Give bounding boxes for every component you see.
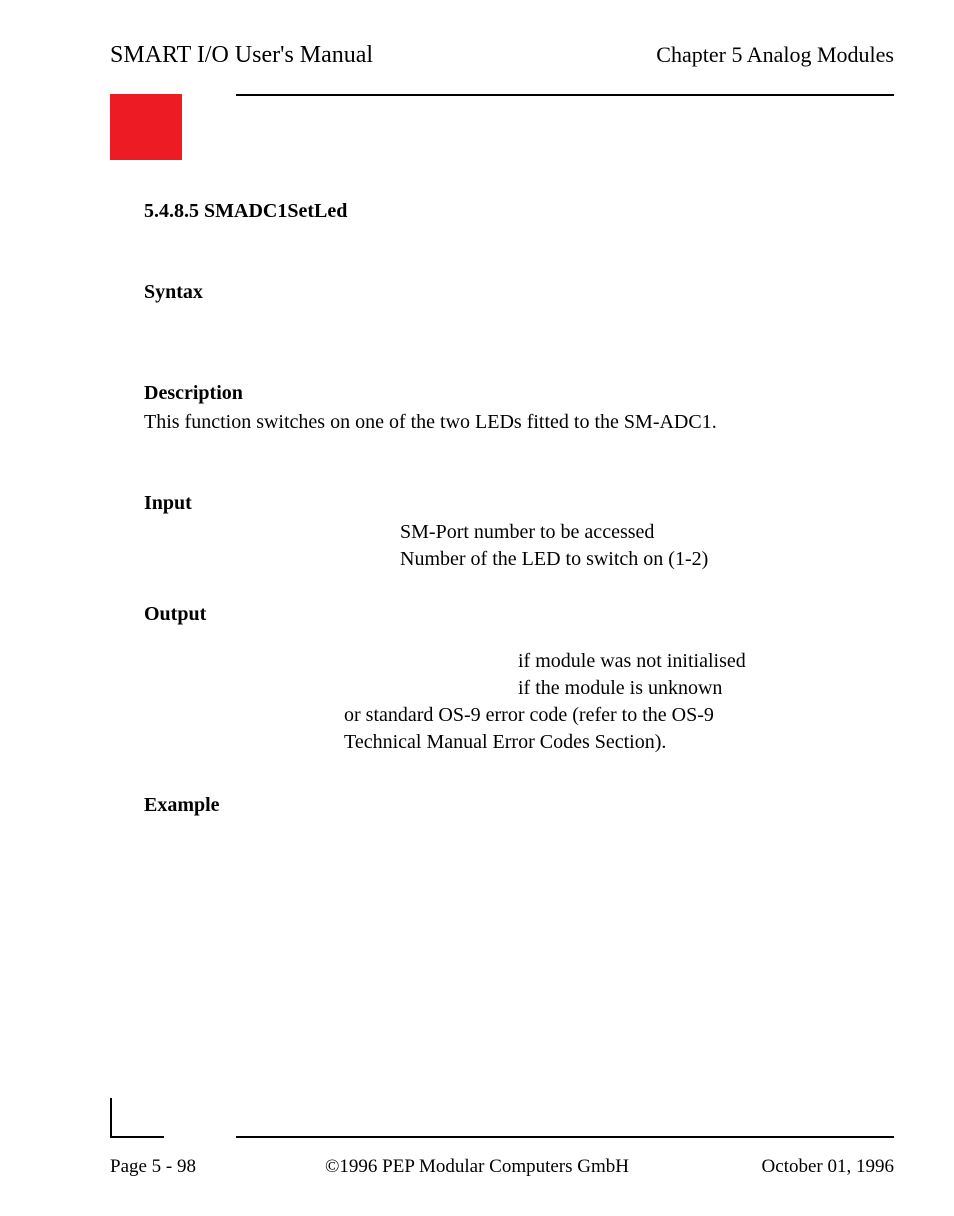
page-footer: Page 5 - 98 ©1996 PEP Modular Computers … (0, 1156, 954, 1178)
page-content: 5.4.8.5 SMADC1SetLed Syntax Description … (144, 200, 894, 821)
input-label: Input (144, 492, 894, 515)
footer-page-number: Page 5 - 98 (110, 1156, 196, 1178)
output-label: Output (144, 603, 894, 626)
header-left-title: SMART I/O User's Manual (110, 42, 373, 69)
output-line-3: or standard OS-9 error code (refer to th… (344, 702, 894, 729)
input-line-2: Number of the LED to switch on (1-2) (400, 546, 894, 573)
footer-rule (236, 1136, 894, 1138)
example-label: Example (144, 794, 894, 817)
page-header: SMART I/O User's Manual Chapter 5 Analog… (0, 42, 954, 69)
header-rule (236, 94, 894, 96)
input-line-1: SM-Port number to be accessed (400, 519, 894, 546)
header-right-chapter: Chapter 5 Analog Modules (656, 42, 894, 69)
footer-date: October 01, 1996 (762, 1156, 894, 1178)
footer-corner-mark (110, 1098, 164, 1138)
description-label: Description (144, 382, 894, 405)
description-text: This function switches on one of the two… (144, 409, 894, 436)
output-line-1: if module was not initialised (518, 648, 894, 675)
output-line-4: Technical Manual Error Codes Section). (344, 729, 894, 756)
footer-copyright: ©1996 PEP Modular Computers GmbH (325, 1156, 629, 1178)
section-heading: 5.4.8.5 SMADC1SetLed (144, 200, 894, 223)
red-tab-icon (110, 94, 182, 160)
syntax-label: Syntax (144, 281, 894, 304)
output-line-2: if the module is unknown (518, 675, 894, 702)
